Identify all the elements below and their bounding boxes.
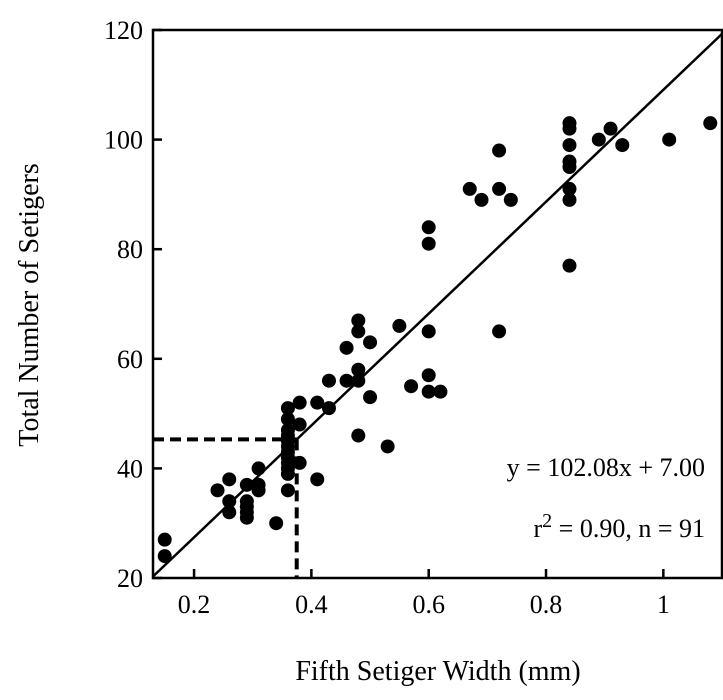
x-tick-label: 1 — [657, 590, 670, 619]
data-point — [251, 461, 266, 476]
data-point — [339, 340, 354, 355]
data-point — [280, 401, 295, 416]
data-point — [210, 483, 225, 498]
data-point — [339, 373, 354, 388]
data-point — [351, 373, 366, 388]
regression-line — [152, 32, 723, 578]
data-point — [474, 192, 489, 207]
data-point — [351, 313, 366, 328]
data-point — [157, 532, 172, 547]
y-tick-label: 20 — [117, 564, 143, 593]
data-point — [222, 505, 237, 520]
data-point — [380, 439, 395, 454]
x-tick-label: 0.2 — [178, 590, 211, 619]
data-point — [562, 138, 577, 153]
data-point — [222, 472, 237, 487]
data-point — [603, 121, 618, 136]
data-point — [239, 510, 254, 525]
data-point — [351, 324, 366, 339]
data-point — [492, 181, 507, 196]
data-points — [157, 116, 718, 564]
y-tick-label: 120 — [104, 16, 143, 45]
data-point — [310, 395, 325, 410]
data-point — [310, 472, 325, 487]
y-tick-label: 40 — [117, 454, 143, 483]
data-point — [292, 395, 307, 410]
data-point — [492, 143, 507, 158]
data-point — [321, 401, 336, 416]
data-point — [421, 220, 436, 235]
y-axis-label: Total Number of Setigers — [14, 163, 45, 446]
regression-line-group — [152, 32, 723, 578]
axis-ticks: 20 40 60 80 100 120 0.2 0.4 0.6 0.8 1 — [104, 16, 670, 619]
data-point — [292, 455, 307, 470]
x-axis-label: Fifth Setiger Width (mm) — [295, 656, 580, 687]
data-point — [404, 379, 419, 394]
data-point — [662, 132, 677, 147]
data-point — [157, 549, 172, 564]
stats-r: r — [534, 514, 543, 543]
data-point — [292, 417, 307, 432]
data-point — [591, 132, 606, 147]
data-point — [562, 258, 577, 273]
data-point — [351, 362, 366, 377]
data-point — [421, 368, 436, 383]
data-point — [222, 494, 237, 509]
data-point — [280, 412, 295, 427]
data-point — [280, 466, 295, 481]
data-point — [703, 116, 718, 131]
data-point — [421, 384, 436, 399]
data-point — [269, 516, 284, 531]
data-point — [239, 477, 254, 492]
regression-stats: r2 = 0.90, n = 91 — [534, 510, 706, 543]
regression-equation: y = 102.08x + 7.00 — [507, 453, 705, 482]
y-tick-label: 80 — [117, 235, 143, 264]
y-tick-label: 100 — [104, 126, 143, 155]
data-point — [503, 192, 518, 207]
stats-rest: = 0.90, n = 91 — [552, 514, 705, 543]
data-point — [363, 335, 378, 350]
data-point — [321, 373, 336, 388]
data-point — [615, 138, 630, 153]
x-tick-label: 0.4 — [295, 590, 328, 619]
data-point — [280, 483, 295, 498]
data-point — [562, 121, 577, 136]
data-point — [562, 160, 577, 174]
data-point — [363, 390, 378, 405]
data-point — [351, 428, 366, 443]
data-point — [492, 324, 507, 339]
data-point — [433, 384, 448, 399]
data-point — [462, 181, 477, 196]
plot-frame — [151, 28, 723, 580]
data-point — [392, 318, 407, 333]
x-tick-label: 0.8 — [530, 590, 563, 619]
data-point — [562, 192, 577, 207]
x-tick-label: 0.6 — [412, 590, 445, 619]
data-point — [421, 236, 436, 251]
y-tick-label: 60 — [117, 345, 143, 374]
data-point — [251, 483, 266, 498]
stats-exponent: 2 — [542, 510, 552, 532]
data-point — [421, 324, 436, 339]
data-point — [562, 181, 577, 196]
